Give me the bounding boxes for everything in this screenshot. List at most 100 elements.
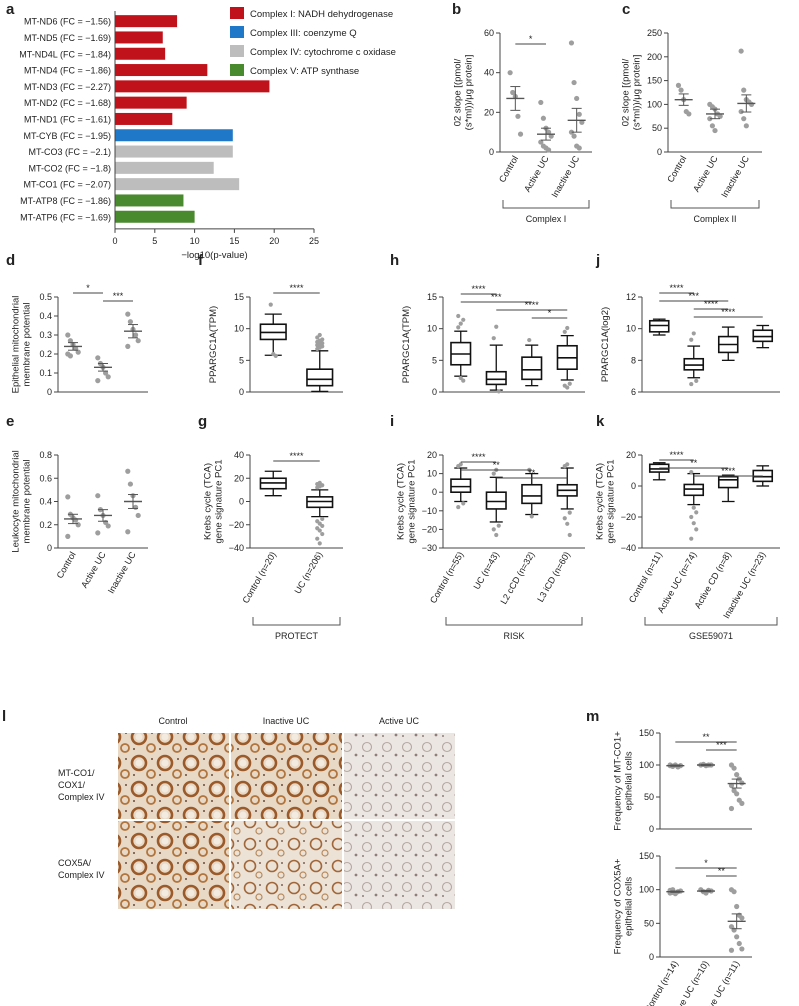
panel-b-xtick-label-2: Inactive UC	[549, 154, 581, 200]
panel-f-ytick-label-2: 10	[234, 324, 244, 334]
panel-b-bracket	[502, 200, 590, 209]
panel-g-ytick-label-0: −40	[229, 543, 244, 553]
panel-b-point-2-3	[576, 111, 582, 117]
panel-m-bottom-xtick-label-0: Control (n=14)	[643, 959, 681, 1006]
panel-i-outlier-1-2	[496, 523, 501, 528]
panel-k-outlier-1-5	[694, 527, 699, 532]
panel-e-point-2-3	[133, 504, 139, 510]
panel-a-x-axis-label: −log10(p-value)	[181, 250, 247, 261]
panel-m-top-ytick-label-0: 0	[649, 824, 654, 834]
panel-f-y-axis-label-line-0: PPARGC1A(TPM)	[208, 306, 219, 383]
panel-h-outlier-0-3	[456, 313, 461, 319]
panel-m-bottom-sig-label-1: **	[718, 866, 726, 876]
panel-b-point-2-0	[568, 40, 575, 46]
panel-a-xtick-label-2: 10	[190, 236, 200, 246]
panel-c-y-axis-label-line-0: 02 slope [(pmol/	[621, 58, 632, 126]
panel-e-point-1-4	[105, 523, 111, 529]
panel-m-top-chart: 0 50 100 150 Frequency of MT-CO1+epithelial …	[613, 728, 752, 834]
panel-f-chart: 0 5 10 15 PPARGC1A(TPM) ****	[208, 283, 343, 397]
panel-g-outlier-1-12	[315, 536, 320, 541]
panel-h-outlier-0-1	[458, 321, 463, 326]
panel-k-ytick-label-0: −40	[621, 543, 636, 553]
panel-d-ytick-label-2: 0.2	[39, 349, 52, 359]
panel-k-outlier-1-4	[691, 521, 696, 526]
panel-m-bottom-point-2-4	[739, 915, 745, 921]
panel-h-outlier-0-2	[461, 317, 466, 322]
panel-a-bar-6	[115, 112, 173, 125]
panel-b-point-2-5	[568, 129, 575, 135]
panel-i-outlier-0-1	[458, 462, 463, 467]
panel-g-xtick-label-1: UC (n=206)	[292, 550, 324, 596]
panel-i-y-axis-label-line-0: Krebs cycle (TCA)	[396, 463, 407, 540]
panel-h-ytick-label-3: 15	[427, 292, 437, 302]
panel-k-ytick-label-1: −20	[621, 512, 636, 522]
panel-letter-k: k	[596, 413, 605, 430]
panel-d-point-0-1	[67, 338, 73, 344]
panel-m-bottom-sig-label-0: *	[704, 858, 708, 868]
panel-b-point-2-8	[576, 145, 582, 151]
panel-a-bar-0	[115, 15, 178, 28]
panel-c-xtick-label-0: Control	[665, 154, 688, 184]
panel-i-outlier-2-1	[529, 514, 534, 519]
panel-a-xtick-label-3: 15	[229, 236, 239, 246]
panel-b-point-1-1	[540, 115, 547, 121]
micro-row-cox5a: COX5A/ Complex IV	[58, 858, 105, 880]
panel-a-bar-label-6: MT-ND1 (FC = −1.61)	[24, 114, 111, 124]
panel-d-y-axis-label-line-1: membrane potential	[22, 303, 33, 387]
panel-m-top-y-axis-label-line-1: epithelial cells	[624, 751, 635, 810]
panel-e-point-2-1	[127, 481, 133, 487]
panel-i-sig-label-1: **	[493, 460, 501, 470]
panel-b-point-2-6	[571, 133, 577, 139]
panel-m-bottom-y-axis-label-line-0: Frequency of COX5A+	[613, 858, 624, 954]
micro-row-mtco1-line3: Complex IV	[58, 792, 105, 802]
panel-c-point-2-0	[738, 48, 744, 54]
panel-c-point-1-4	[717, 113, 723, 119]
panel-b-ytick-label-0: 0	[489, 147, 494, 157]
micro-row-cox5a-line2: Complex IV	[58, 870, 105, 880]
panel-i-outlier-0-3	[456, 504, 461, 510]
panel-letter-g: g	[198, 413, 207, 430]
panel-e-point-2-5	[125, 529, 131, 535]
panel-j-outlier-1-1	[691, 331, 696, 336]
panel-i-outlier-1-4	[494, 532, 499, 538]
panel-b-point-1-5	[538, 139, 544, 145]
panel-g-ytick-label-3: 20	[234, 473, 244, 483]
panel-c-point-0-4	[686, 111, 692, 117]
panel-letter-b: b	[452, 1, 461, 18]
panel-a-bar-label-4: MT-ND3 (FC = −2.27)	[24, 82, 111, 92]
panel-a-bar-7	[115, 129, 233, 142]
micro-col-inactive-uc: Inactive UC	[263, 716, 310, 726]
panel-h-outlier-3-0	[562, 329, 567, 334]
panel-a-legend-label-2: Complex IV: cytochrome c oxidase	[250, 47, 396, 58]
panel-d-y-axis-label: Epithelial mitochondrialmembrane potenti…	[11, 296, 33, 394]
panel-letter-m: m	[586, 708, 599, 725]
panel-f-outlier-1-8	[320, 337, 325, 342]
panel-k-box-2	[717, 475, 739, 489]
panel-e-point-0-0	[65, 494, 71, 500]
panel-d-ytick-label-5: 0.5	[39, 292, 52, 302]
panel-i-outlier-1-3	[491, 527, 496, 532]
panel-f-ytick-label-3: 15	[234, 292, 244, 302]
panel-d-sig-label-1: ***	[113, 291, 124, 301]
panel-i-chart: −30 −20 −10 0 10 20 Control (n=55) UC (n=43)L2 …	[396, 450, 585, 641]
panel-e-ytick-label-2: 0.4	[39, 497, 52, 507]
panel-m-top-sig-label-0: **	[702, 732, 710, 742]
panel-i-ytick-label-0: −30	[422, 543, 437, 553]
panel-m-top-point-2-2	[734, 772, 740, 778]
micrograph-active-uc-cox5a	[342, 819, 457, 911]
panel-i-outlier-1-0	[491, 471, 496, 476]
panel-b-ytick-label-3: 60	[484, 28, 494, 38]
panel-k-outlier-1-1	[691, 505, 696, 510]
panel-c-point-1-6	[709, 123, 716, 129]
panel-i-bracket	[445, 617, 583, 626]
panel-c-bracket-label: Complex II	[693, 214, 736, 224]
panel-a-bar-label-8: MT-CO3 (FC = −2.1)	[28, 147, 111, 157]
panel-m-top-ytick-label-2: 100	[639, 760, 654, 770]
panel-g-bracket-label: PROTECT	[275, 631, 319, 641]
micrograph-inactive-uc-mtco1	[229, 731, 344, 821]
panel-e-ytick-label-4: 0.8	[39, 450, 52, 460]
